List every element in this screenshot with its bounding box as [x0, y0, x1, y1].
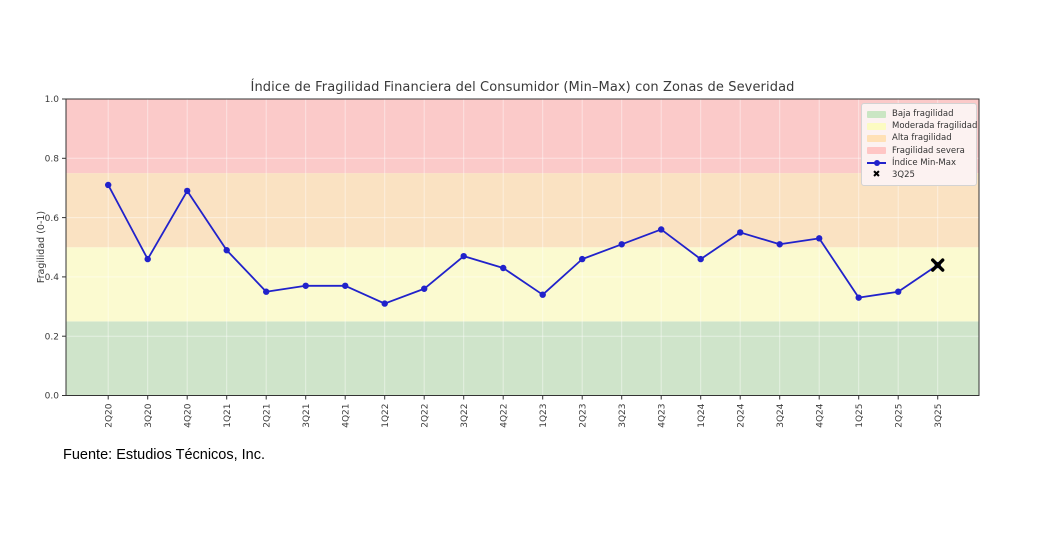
legend-item-indice-min-max: Índice Min-Max [867, 157, 970, 169]
legend-label: Índice Min-Max [892, 157, 956, 168]
x-tick-label: 1Q24 [697, 403, 707, 428]
legend-line-glyph [867, 159, 886, 167]
legend-x-marker-icon: ✖ [872, 169, 881, 181]
x-tick-label: 2Q23 [579, 404, 589, 428]
legend-item-alta-fragilidad: Alta fragilidad [867, 132, 970, 144]
x-tick-label: 4Q20 [184, 403, 194, 428]
x-tick-label: 4Q22 [500, 404, 510, 428]
x-tick-label: 2Q22 [421, 404, 431, 428]
x-tick-label: 2Q24 [737, 403, 747, 428]
x-tick-label: 1Q25 [855, 404, 865, 428]
legend-item-moderada-fragilidad: Moderada fragilidad [867, 120, 977, 132]
data-point-3q21 [302, 282, 309, 289]
legend-swatch [867, 110, 886, 118]
legend-label: Baja fragilidad [892, 109, 954, 120]
data-point-2q23 [579, 255, 586, 263]
data-point-1q25 [855, 294, 862, 301]
data-point-4q22 [500, 264, 507, 272]
highlight-marker-3q25 [931, 258, 945, 272]
data-point-4q20 [184, 187, 191, 195]
y-tick-label: 0.2 [45, 332, 59, 342]
legend-label: 3Q25 [892, 170, 915, 181]
legend-swatch [867, 134, 886, 142]
x-tick-label: 3Q22 [460, 404, 470, 428]
data-point-3q23 [618, 241, 625, 248]
y-axis-label: Fragilidad (0-1) [36, 211, 47, 283]
legend-item-3q25: ✖ 3Q25 [867, 169, 970, 181]
data-point-4q23 [658, 226, 665, 233]
data-point-1q22 [381, 300, 388, 307]
legend-swatch [867, 147, 886, 155]
legend-label: Moderada fragilidad [892, 121, 978, 132]
x-tick-label: 3Q21 [302, 404, 312, 428]
legend-label: Fragilidad severa [892, 145, 965, 156]
y-tick-label: 1.0 [45, 95, 60, 105]
data-point-3q20 [144, 255, 151, 263]
x-tick-label: 1Q22 [381, 404, 391, 428]
data-point-2q20 [105, 181, 112, 189]
zone-band-baja-fragilidad [66, 321, 979, 396]
x-tick-label: 1Q21 [223, 404, 233, 428]
data-point-2q22 [421, 285, 428, 292]
data-point-4q24 [816, 235, 823, 242]
data-point-1q23 [539, 291, 546, 298]
chart-title: Índice de Fragilidad Financiera del Cons… [250, 80, 795, 95]
data-point-2q24 [737, 229, 744, 236]
x-tick-label: 3Q20 [144, 403, 154, 428]
index-min-max-line [107, 184, 939, 305]
x-tick-label: 2Q25 [895, 404, 905, 428]
legend-item-fragilidad-severa: Fragilidad severa [867, 145, 970, 157]
x-tick-label: 3Q24 [776, 403, 786, 428]
data-point-2q25 [895, 288, 902, 295]
legend-item-baja-fragilidad: Baja fragilidad [867, 108, 970, 120]
x-tick-label: 1Q23 [539, 404, 549, 428]
zone-band-fragilidad-severa [66, 99, 979, 174]
data-point-4q21 [342, 282, 349, 289]
legend-swatch [867, 122, 886, 130]
y-tick-label: 0.0 [45, 392, 60, 402]
y-tick-label: 0.4 [45, 273, 60, 283]
x-tick-label: 2Q21 [263, 404, 273, 428]
data-point-3q22 [460, 252, 467, 260]
x-tick-label: 3Q25 [934, 404, 944, 428]
data-point-1q21 [223, 247, 230, 254]
y-tick-label: 0.8 [45, 155, 60, 165]
legend: Baja fragilidad Moderada fragilidad Alta f… [861, 103, 977, 187]
x-tick-label: 4Q23 [658, 404, 668, 428]
zone-band-moderada-fragilidad [66, 247, 979, 322]
y-tick-label: 0.6 [45, 214, 60, 224]
x-tick-label: 2Q20 [105, 403, 115, 428]
data-point-2q21 [263, 288, 270, 295]
plot-area: 0.0 0.2 0.4 0.6 0.8 1.0 2Q20 3Q20 4Q20 1Q21 2Q21 3Q… [45, 95, 980, 428]
plot-border [65, 98, 980, 396]
source-note: Fuente: Estudios Técnicos, Inc. [63, 447, 266, 463]
x-tick-label: 3Q23 [618, 404, 628, 428]
x-tick-label: 4Q24 [816, 403, 826, 428]
x-tick-label: 4Q21 [342, 404, 352, 428]
zone-band-alta-fragilidad [66, 173, 979, 248]
legend-label: Alta fragilidad [892, 133, 952, 144]
data-point-3q24 [776, 241, 783, 248]
data-point-1q24 [697, 255, 704, 263]
